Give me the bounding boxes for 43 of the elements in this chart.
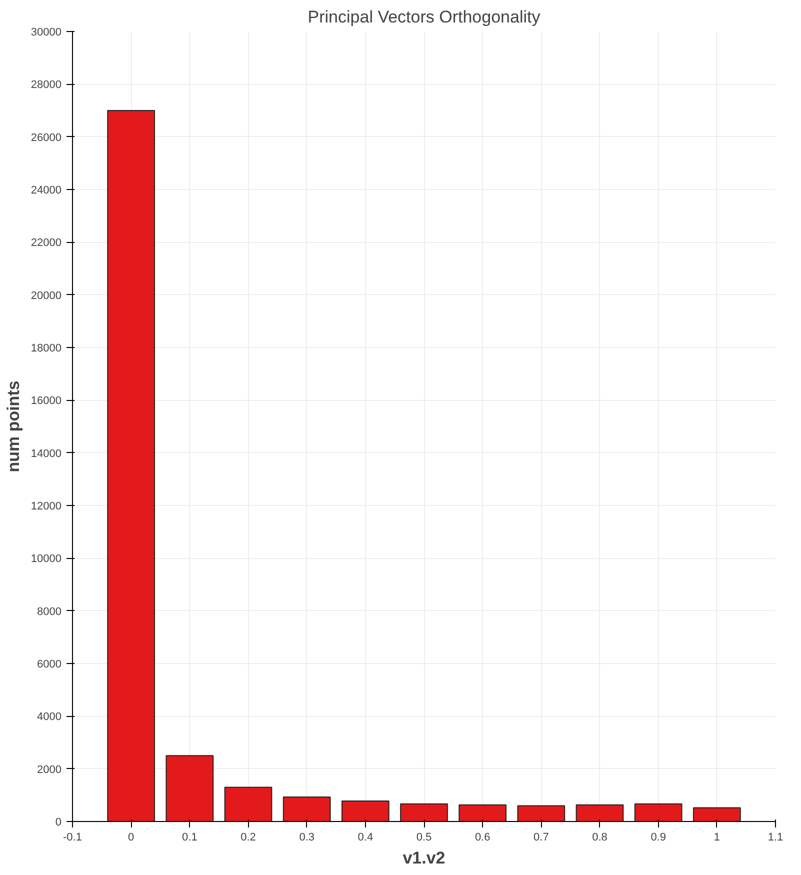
bar: [400, 803, 448, 822]
x-tick-label: 0.8: [592, 832, 608, 844]
bar: [107, 110, 156, 822]
bar: [224, 786, 272, 822]
bar: [576, 804, 624, 822]
x-tick-label: 0: [128, 832, 134, 844]
bar: [166, 755, 214, 822]
y-tick-label: 20000: [30, 290, 62, 302]
y-tick-label: 4000: [37, 711, 62, 724]
x-tick-label: 0.7: [534, 832, 549, 844]
y-tick-label: 2000: [37, 764, 62, 776]
bar: [634, 803, 682, 822]
bar: [458, 804, 507, 822]
y-tick-label: 22000: [30, 237, 62, 250]
chart-title: Principal Vectors Orthogonality: [308, 8, 541, 26]
x-tick-label: 0.5: [416, 832, 432, 844]
x-tick-label: 0.2: [240, 832, 256, 844]
x-tick-label: -0.1: [63, 832, 82, 844]
y-axis-title: num points: [4, 380, 23, 472]
x-tick-label: 0.9: [650, 832, 666, 844]
y-tick-label: 14000: [30, 448, 62, 460]
y-tick-label: 18000: [30, 342, 62, 354]
y-tick-label: 26000: [30, 132, 62, 144]
y-tick-label: 0: [55, 816, 62, 828]
bar: [341, 800, 390, 822]
x-tick-label: 0.1: [182, 832, 198, 844]
bar: [282, 796, 331, 822]
x-tick-label: 0.3: [299, 832, 314, 844]
y-tick-label: 6000: [37, 658, 62, 670]
bar: [692, 807, 741, 822]
x-tick-label: 1.1: [768, 832, 784, 844]
x-axis-title: v1.v2: [402, 848, 446, 868]
y-tick-label: 30000: [30, 26, 62, 38]
x-tick-label: 0.6: [474, 832, 490, 844]
y-tick-label: 10000: [30, 553, 62, 566]
y-tick-label: 12000: [30, 500, 62, 512]
y-tick-label: 8000: [37, 606, 62, 618]
x-tick-label: 1: [714, 832, 720, 844]
y-tick-label: 16000: [30, 395, 62, 408]
bar: [517, 805, 566, 822]
x-tick-label: 0.4: [358, 832, 374, 844]
y-tick-label: 24000: [30, 184, 62, 196]
y-tick-label: 28000: [30, 79, 62, 92]
